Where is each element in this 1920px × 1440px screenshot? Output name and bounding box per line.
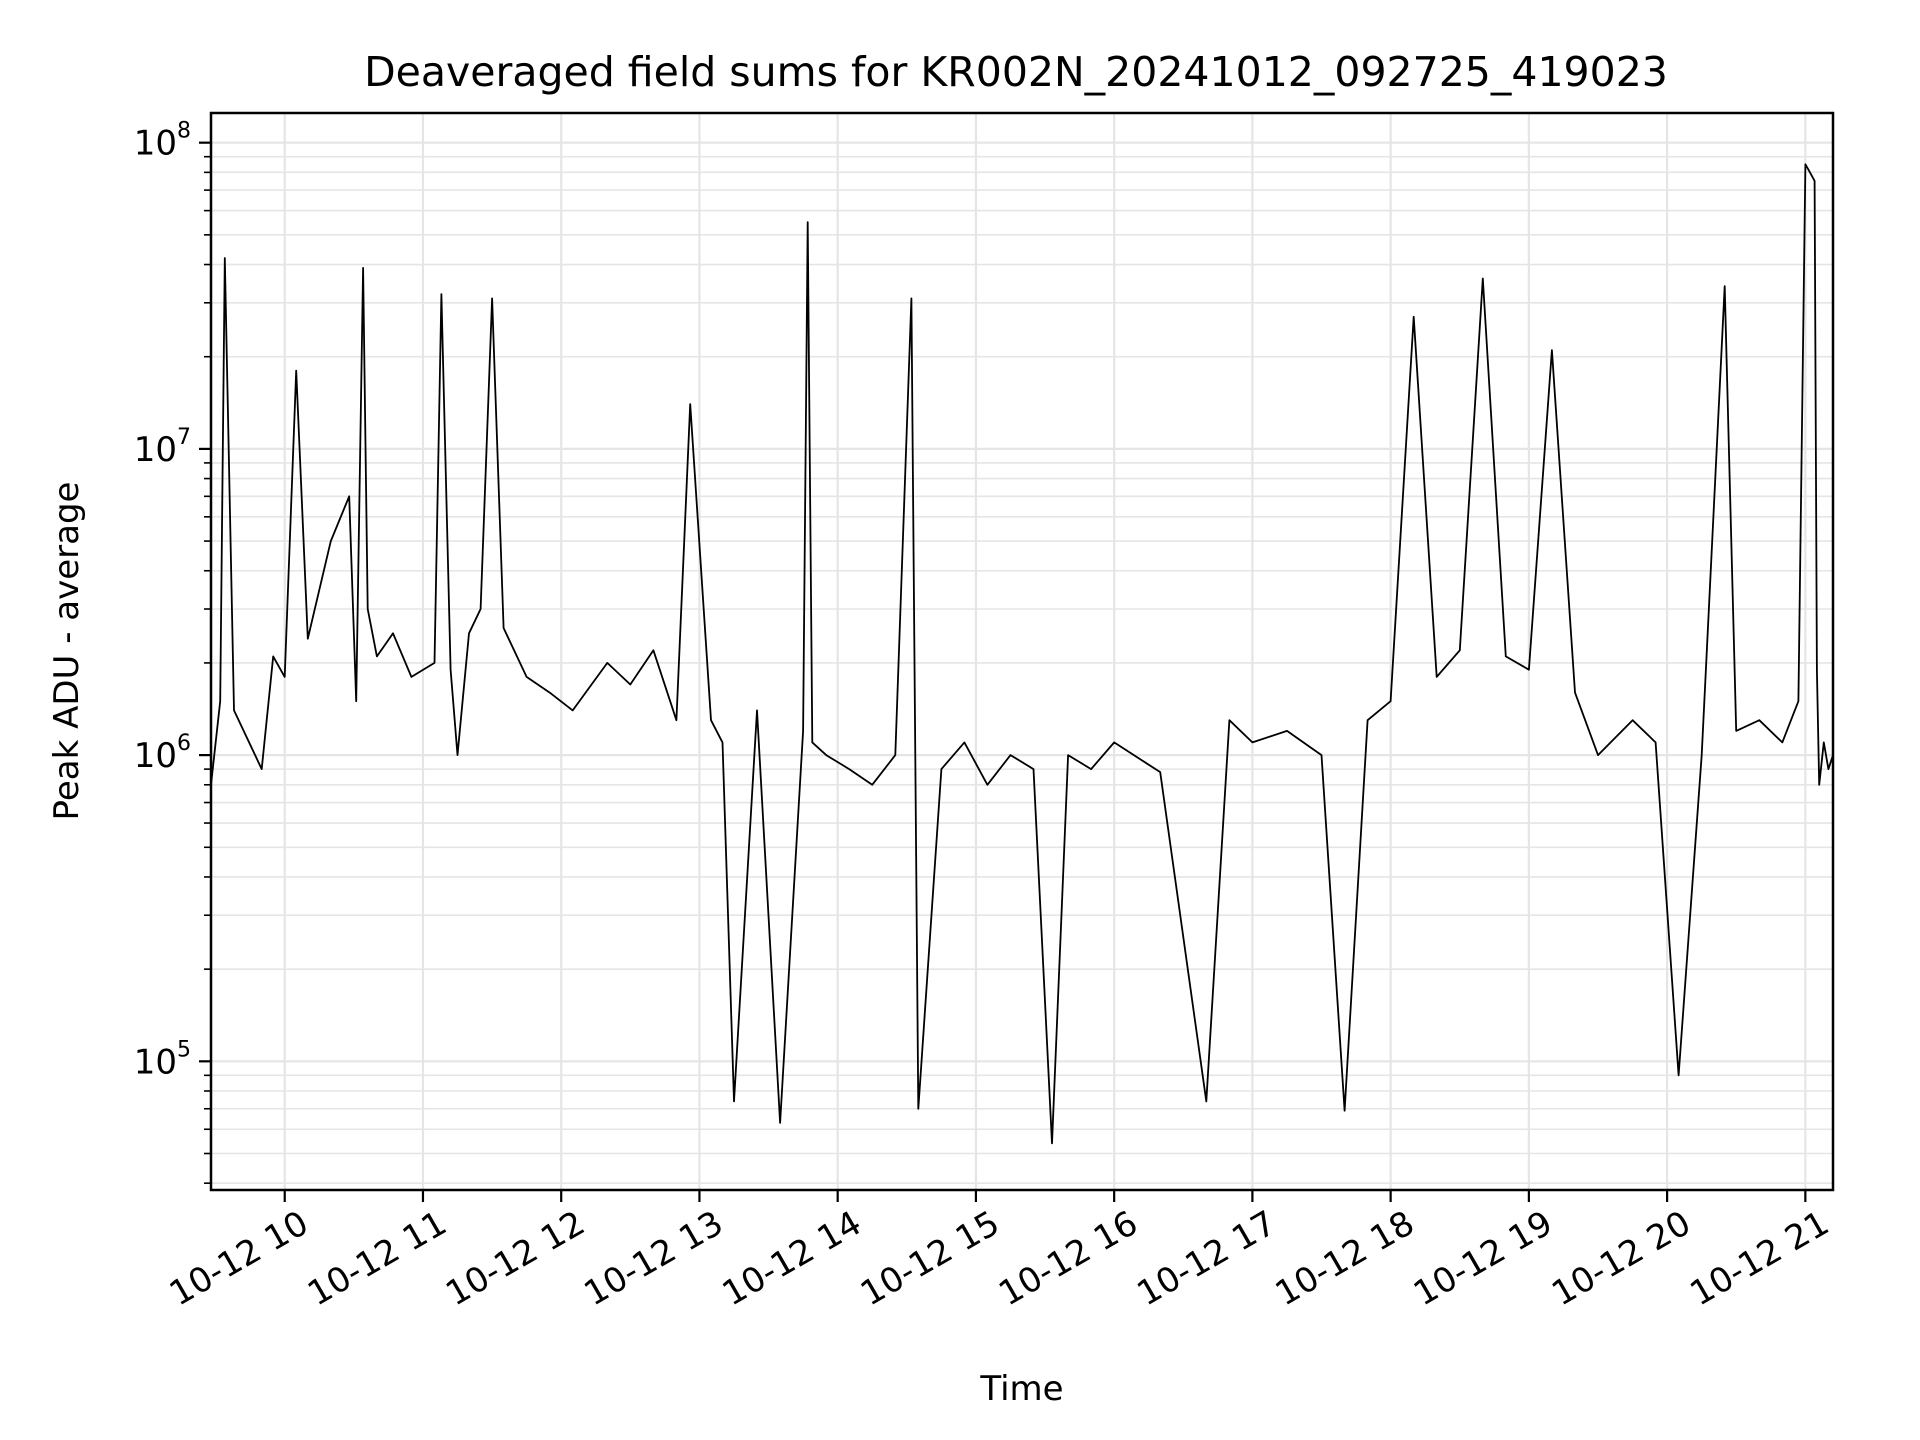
x-axis-label: Time	[979, 1369, 1063, 1409]
y-tick-label: 106	[134, 731, 191, 776]
chart-title: Deaveraged field sums for KR002N_2024101…	[364, 48, 1668, 96]
y-tick-base: 10	[134, 1042, 177, 1082]
y-tick-exponent: 8	[177, 119, 191, 144]
y-axis-label: Peak ADU - average	[47, 482, 87, 821]
y-tick-label: 108	[134, 119, 191, 164]
y-tick-base: 10	[134, 430, 177, 470]
series-line	[210, 163, 1834, 1145]
y-tick-exponent: 7	[177, 425, 191, 450]
y-tick-label: 105	[134, 1037, 191, 1082]
y-tick-exponent: 5	[177, 1037, 191, 1062]
data-layer	[210, 163, 1834, 1145]
plot-frame	[209, 111, 1835, 1192]
y-tick-exponent: 6	[177, 731, 191, 756]
grid-layer	[211, 113, 1833, 1190]
y-tick-base: 10	[134, 736, 177, 776]
y-tick-base: 10	[134, 124, 177, 164]
y-tick-label: 107	[134, 425, 191, 470]
